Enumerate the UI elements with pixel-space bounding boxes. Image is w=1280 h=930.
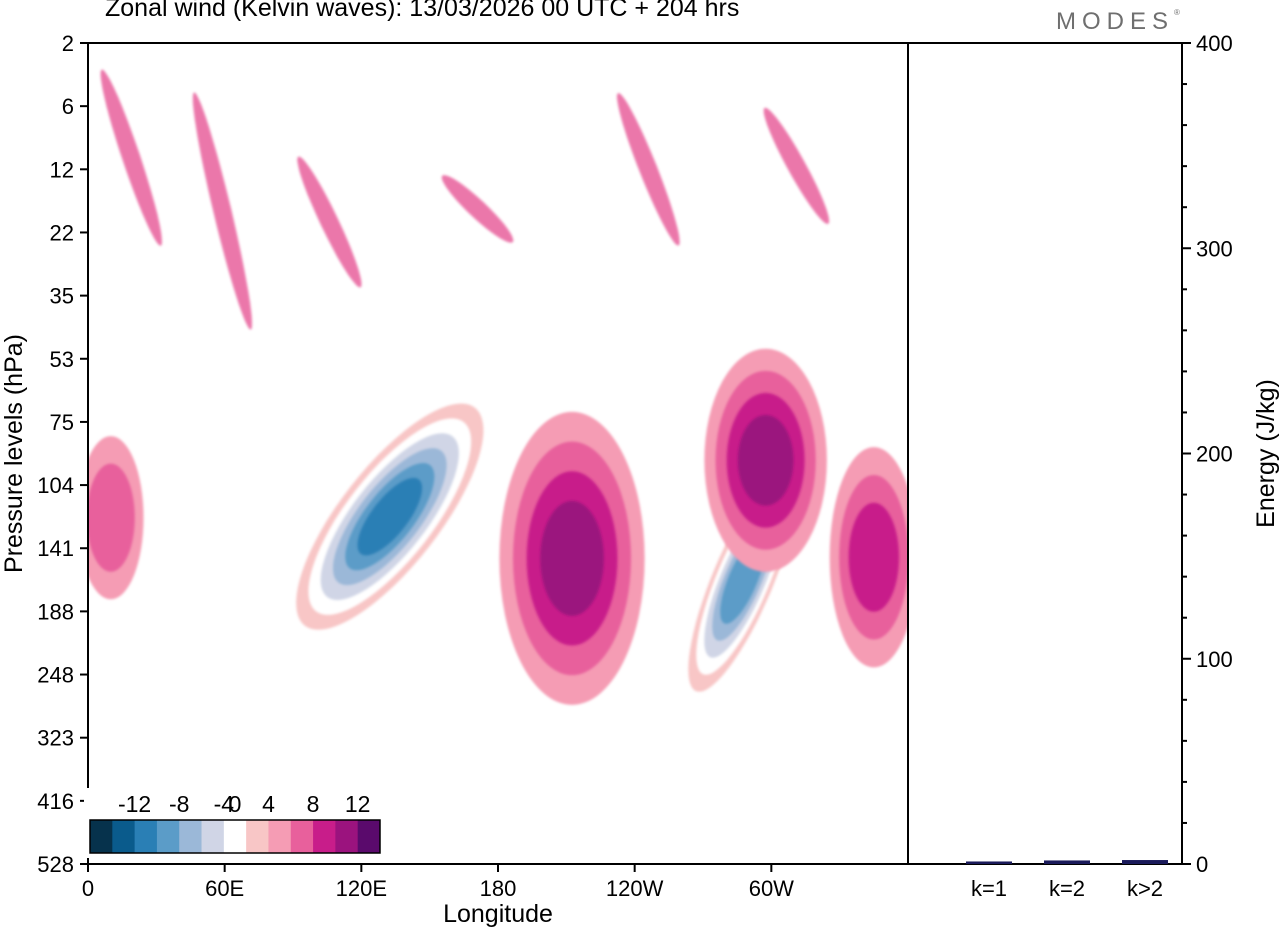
brand-logo: MODES®: [1056, 8, 1180, 36]
registered-mark: ®: [1174, 8, 1180, 17]
background-bands: [100, 69, 898, 330]
band-1: [151, 82, 212, 289]
y-axis-label: Pressure levels (hPa): [0, 334, 28, 573]
y-tick-label: 12: [50, 157, 74, 182]
y-tick-label: 75: [50, 410, 74, 435]
y-tick-label: 248: [37, 663, 74, 688]
energy-tick-label: 0: [1196, 852, 1208, 877]
y-tick-label: 323: [37, 726, 74, 751]
colorbar-frame: [89, 819, 381, 854]
band-6: [441, 175, 514, 243]
colorbar-swatch: [290, 820, 314, 853]
contour-level-5: [357, 477, 423, 556]
y-tick-label: 416: [37, 789, 74, 814]
energy-category-label: k>2: [1127, 876, 1163, 901]
colorbar: -12 -8 -40 4 8 12: [84, 788, 386, 858]
colorbar-label: -4: [214, 791, 235, 817]
brand-name: MODES: [1056, 8, 1175, 35]
colorbar-label: -12: [118, 791, 151, 817]
band-7: [549, 119, 611, 288]
positive-anomaly-4: [829, 447, 908, 668]
y-tick-label: 53: [50, 347, 74, 372]
y-tick-label: 6: [62, 94, 74, 119]
contour-level-3: [737, 414, 794, 506]
colorbar-swatch: [179, 820, 203, 853]
band-5: [376, 140, 442, 263]
colorbar-swatch: [201, 820, 225, 853]
energy-panel: 0 100 200 300 400 Energy (J/kg) k=1 k=2 k>2: [908, 31, 1280, 901]
colorbar-swatch: [134, 820, 158, 853]
positive-anomaly-2: [499, 411, 645, 705]
colorbar-label: 4: [262, 791, 275, 817]
contour-level-2: [848, 502, 900, 612]
colorbar-swatch: [223, 820, 247, 853]
colorbar-swatch: [357, 820, 381, 853]
energy-tick-label: 200: [1196, 442, 1233, 467]
band-0: [100, 69, 162, 246]
x-tick-label: 180: [480, 876, 517, 901]
y-tick-label: 188: [37, 599, 74, 624]
energy-category-label: k=2: [1049, 876, 1085, 901]
energy-tick-label: 100: [1196, 647, 1233, 672]
x-tick-label: 60W: [749, 876, 794, 901]
band-11: [832, 156, 898, 278]
x-tick-label: 60E: [205, 876, 244, 901]
colorbar-label: 0: [229, 791, 242, 817]
y-tick-label: 2: [62, 31, 74, 56]
contour-level-3: [540, 500, 604, 616]
band-8: [616, 93, 680, 246]
energy-bar: [966, 861, 1012, 864]
x-tick-label: 120W: [606, 876, 664, 901]
energy-category-label: k=1: [971, 876, 1007, 901]
energy-bar: [1044, 860, 1090, 864]
y-tick-label: 22: [50, 220, 74, 245]
positive-anomaly-3: [704, 348, 827, 572]
chart-title: Zonal wind (Kelvin waves): 13/03/2026 00…: [105, 0, 740, 22]
band-10: [763, 107, 830, 224]
colorbar-swatch: [156, 820, 180, 853]
colorbar-label: 12: [345, 791, 371, 817]
y-tick-label: 104: [37, 473, 74, 498]
colorbar-swatch: [246, 820, 269, 853]
energy-tick-label: 300: [1196, 236, 1233, 261]
band-2: [192, 92, 253, 330]
negative-anomaly-0: [296, 403, 484, 630]
contour-field: [88, 69, 908, 705]
positive-anomaly-5: [88, 436, 144, 600]
x-tick-label: 0: [82, 876, 94, 901]
colorbar-swatch: [112, 820, 136, 853]
band-4: [297, 156, 362, 288]
colorbar-swatch: [313, 820, 336, 853]
colorbar-label: 8: [307, 791, 320, 817]
contour-level-1: [88, 463, 135, 572]
y-tick-label: 141: [37, 536, 74, 561]
energy-bar: [1122, 860, 1168, 864]
colorbar-label: -8: [169, 791, 189, 817]
x-axis-label: Longitude: [443, 900, 553, 928]
energy-axis-label: Energy (J/kg): [1252, 379, 1280, 528]
x-tick-label: 120E: [336, 876, 387, 901]
colorbar-swatch: [335, 820, 359, 853]
colorbar-swatch: [90, 820, 113, 853]
band-3: [242, 118, 303, 330]
y-tick-label: 35: [50, 284, 74, 309]
band-9: [671, 131, 740, 224]
energy-tick-label: 400: [1196, 31, 1233, 56]
y-tick-label: 528: [37, 852, 74, 877]
colorbar-swatch: [268, 820, 292, 853]
